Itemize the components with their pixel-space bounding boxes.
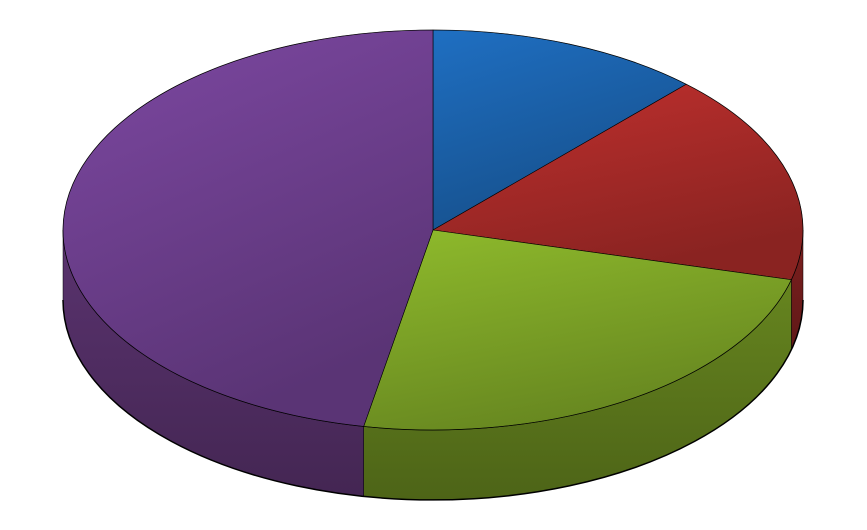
pie-chart-svg [0, 0, 867, 530]
pie-chart-3d [0, 0, 867, 530]
